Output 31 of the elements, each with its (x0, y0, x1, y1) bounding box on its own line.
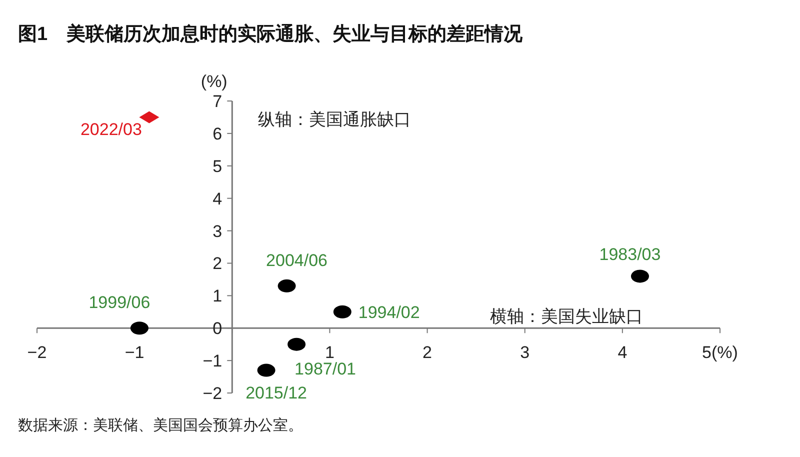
x-tick-label: 5(%) (702, 343, 738, 362)
annotation: 纵轴：美国通胀缺口 (258, 110, 411, 129)
series-label: 1983/03 (599, 245, 661, 264)
x-tick-label: 2 (422, 343, 432, 362)
y-tick-label: 6 (212, 124, 222, 144)
point (288, 338, 306, 351)
series-label: 2015/12 (246, 383, 308, 402)
point (257, 364, 276, 377)
point (130, 322, 148, 335)
y-tick-label: 5 (212, 156, 222, 176)
x-tick-label: −1 (124, 343, 144, 362)
chart-title: 图1 美联储历次加息时的实际通胀、失业与目标的差距情况 (18, 23, 524, 45)
y-tick-label: 2 (212, 254, 222, 274)
x-tick-label: 4 (618, 343, 628, 362)
series-label: 1999/06 (88, 293, 150, 312)
annotation: 横轴：美国失业缺口 (490, 307, 643, 326)
y-tick-label: 7 (212, 92, 222, 111)
series-label: 2022/03 (80, 120, 142, 140)
x-tick-label: −2 (27, 343, 47, 362)
series-label: 1994/02 (358, 302, 420, 322)
x-tick-label: 3 (520, 343, 530, 362)
y-tick-label: −2 (202, 384, 222, 403)
y-axis-title: (%) (200, 72, 228, 91)
point (278, 279, 296, 292)
y-tick-label: 4 (212, 189, 222, 208)
y-tick-label: 3 (212, 222, 222, 241)
point (333, 305, 352, 318)
y-tick-label: 1 (212, 286, 222, 306)
point (630, 270, 649, 283)
source-note: 数据来源：美联储、美国国会预算办公室。 (18, 417, 303, 434)
series-label: 2004/06 (266, 250, 328, 270)
